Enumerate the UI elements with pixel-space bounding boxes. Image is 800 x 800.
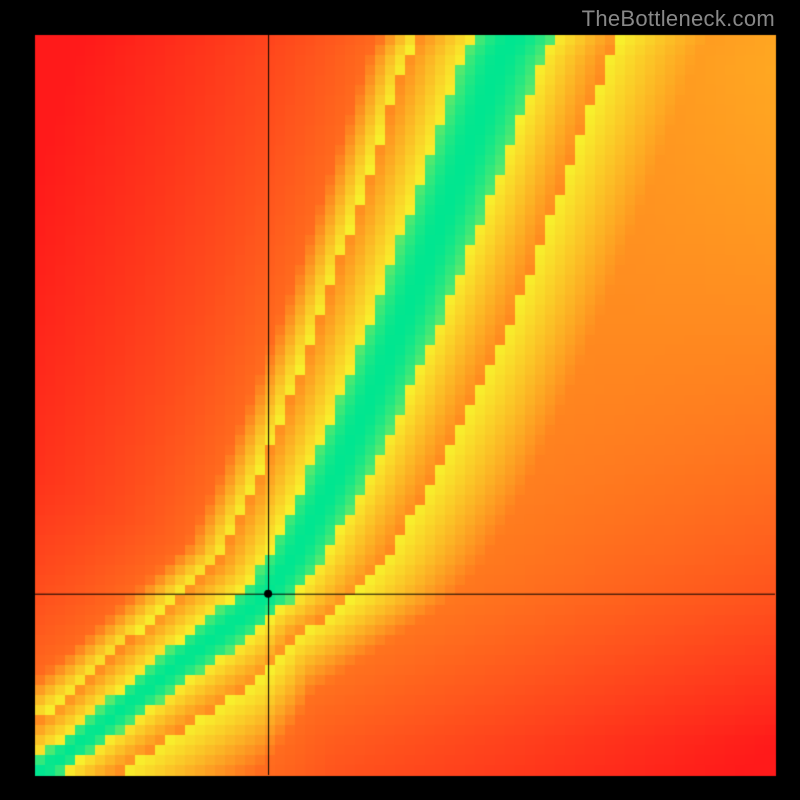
watermark-text: TheBottleneck.com	[582, 6, 775, 32]
bottleneck-heatmap-canvas	[0, 0, 800, 800]
